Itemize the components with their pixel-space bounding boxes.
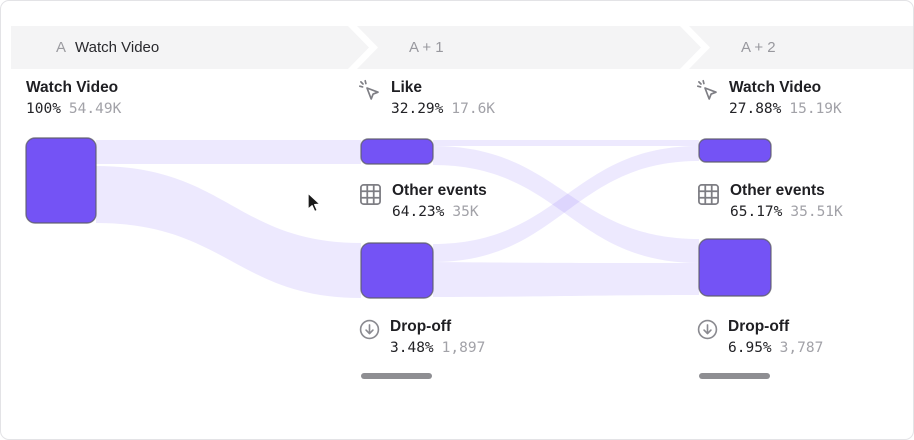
step-label: A + 2 [741, 39, 776, 56]
node-drop-off-a2[interactable] [699, 373, 770, 379]
step-label: A + 1 [409, 39, 444, 56]
event-label-like[interactable]: Like 32.29% 17.6K [358, 78, 495, 119]
event-count: 3,787 [779, 340, 824, 356]
node-like-a1[interactable] [360, 138, 434, 165]
event-count: 1,897 [441, 340, 486, 356]
step-prefix: A [56, 39, 67, 56]
node-watch-video-a[interactable] [25, 137, 97, 224]
flow-otherevents-to-watchvideo[interactable] [433, 146, 699, 262]
flow-otherevents-to-otherevents[interactable] [433, 262, 699, 297]
event-label-drop-off-a2[interactable]: Drop-off 6.95% 3,787 [696, 317, 823, 358]
event-percent: 65.17% [730, 204, 783, 220]
event-count: 54.49K [68, 101, 122, 117]
event-label-other-events-a2[interactable]: Other events 65.17% 35.51K [696, 181, 843, 222]
event-percent: 100% [26, 101, 61, 117]
event-name: Other events [730, 182, 825, 199]
node-watch-video-a2[interactable] [698, 138, 772, 163]
event-label-watch-video-a2[interactable]: Watch Video 27.88% 15.19K [696, 78, 842, 119]
grid-icon [358, 182, 383, 207]
click-icon [358, 79, 382, 103]
event-name: Watch Video [26, 79, 119, 96]
flow-like-to-otherevents[interactable] [433, 146, 699, 263]
node-other-events-a2[interactable] [698, 238, 772, 297]
flow-watchvideo-to-like[interactable] [96, 140, 361, 164]
event-count: 17.6K [451, 101, 496, 117]
event-name: Like [391, 79, 423, 96]
event-percent: 6.95% [728, 340, 772, 356]
flow-like-to-watchvideo[interactable] [433, 140, 699, 146]
flow-watchvideo-to-otherevents[interactable] [96, 166, 361, 298]
event-count: 15.19K [789, 101, 842, 117]
event-name: Drop-off [728, 318, 790, 335]
step-segment-a1[interactable]: A + 1 [357, 26, 701, 69]
dropoff-icon [696, 318, 719, 341]
step-segment-a2[interactable]: A + 2 [689, 26, 913, 69]
event-name: Other events [392, 182, 487, 199]
event-percent: 32.29% [391, 101, 444, 117]
event-name: Drop-off [390, 318, 452, 335]
step-segment-a[interactable]: A Watch Video [11, 26, 369, 69]
event-count: 35K [452, 204, 479, 220]
event-label-other-events-a1[interactable]: Other events 64.23% 35K [358, 181, 487, 222]
grid-icon [696, 182, 721, 207]
dropoff-icon [358, 318, 381, 341]
node-other-events-a1[interactable] [360, 242, 434, 299]
event-percent: 3.48% [390, 340, 434, 356]
node-drop-off-a1[interactable] [361, 373, 432, 379]
step-label: Watch Video [75, 39, 160, 56]
event-percent: 27.88% [729, 101, 782, 117]
event-percent: 64.23% [392, 204, 445, 220]
mouse-cursor [306, 192, 324, 214]
event-count: 35.51K [790, 204, 843, 220]
event-name: Watch Video [729, 79, 822, 96]
event-label-drop-off-a1[interactable]: Drop-off 3.48% 1,897 [358, 317, 485, 358]
click-icon [696, 79, 720, 103]
event-label-watch-video-a[interactable]: Watch Video 100% 54.49K [26, 78, 121, 119]
